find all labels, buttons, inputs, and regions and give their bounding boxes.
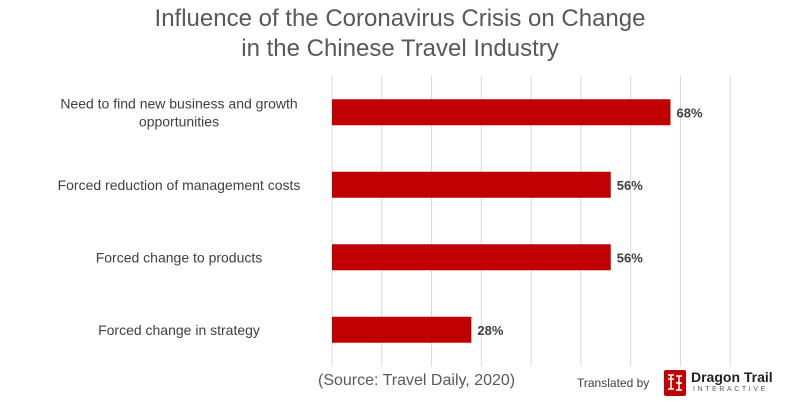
logo-subtitle: INTERACTIVE (693, 386, 768, 393)
category-label-2: Forced change to products (96, 249, 263, 265)
category-label-1: Forced reduction of management costs (58, 177, 301, 193)
category-label-3-line-0: Forced change in strategy (98, 322, 260, 338)
bar-0 (332, 99, 671, 126)
value-label-1: 56% (617, 178, 643, 193)
value-label-0: 68% (676, 105, 702, 120)
category-label-3: Forced change in strategy (98, 322, 260, 338)
logo-name: Dragon Trail (691, 369, 773, 385)
chart-title-line-1: Influence of the Coronavirus Crisis on C… (154, 5, 646, 32)
value-label-2: 56% (617, 250, 643, 265)
category-label-1-line-0: Forced reduction of management costs (58, 177, 301, 193)
bar-1 (332, 171, 611, 198)
dragon-trail-logo: Dragon Trail INTERACTIVE (664, 368, 794, 398)
category-label-0-line-1: opportunities (139, 113, 219, 129)
value-label-3: 28% (477, 323, 503, 338)
dragon-trail-logo-icon (664, 370, 686, 396)
chart-title-line-2: in the Chinese Travel Industry (241, 35, 559, 62)
category-label-0-line-0: Need to find new business and growth (60, 95, 297, 111)
translated-by-label: Translated by (577, 376, 650, 390)
source-note: (Source: Travel Daily, 2020) (318, 372, 516, 389)
category-label-0: Need to find new business and growth oppo… (60, 95, 297, 129)
bar-2 (332, 244, 611, 271)
bar-3 (332, 316, 472, 343)
category-label-2-line-0: Forced change to products (96, 249, 263, 265)
chart-title: Influence of the Coronavirus Crisis on C… (0, 4, 800, 64)
